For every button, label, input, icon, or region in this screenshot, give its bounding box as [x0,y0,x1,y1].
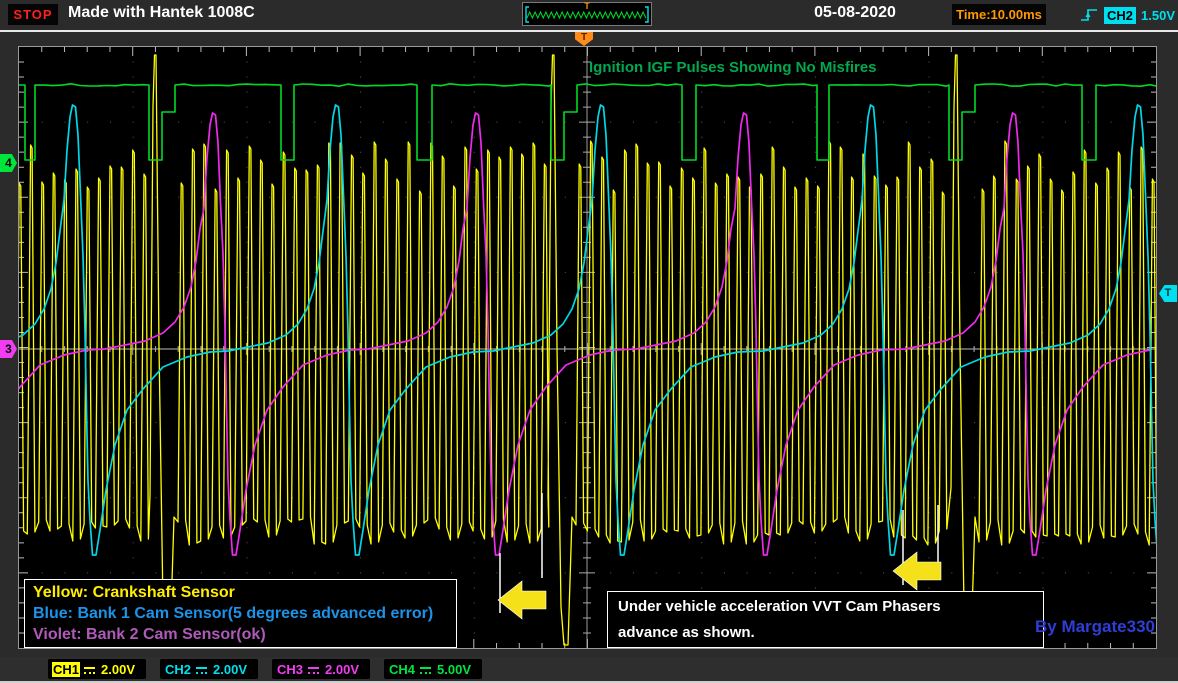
note-line-2: advance as shown. [618,624,755,641]
ch4-zero-marker[interactable]: 4 [0,154,17,172]
ch2-volts-per-div: 2.00V [213,661,247,677]
preview-waveform [525,6,649,23]
timebase-indicator[interactable]: Time:10.00ms [952,4,1046,25]
ch4-coupling-icon [420,667,432,674]
trigger-source-badge[interactable]: CH2 [1104,6,1137,24]
ch3-label: CH3 [277,661,304,677]
waveform-plot-area[interactable]: Ignition IGF Pulses Showing No Misfires … [18,46,1157,649]
ch2-status-box[interactable]: CH2 2.00V [160,659,258,679]
rising-edge-trigger-icon [1081,9,1097,21]
window-title: Made with Hantek 1008C [68,4,255,21]
ch3-status-box[interactable]: CH3 2.00V [272,659,370,679]
ch3-volts-per-div: 2.00V [325,661,359,677]
top-bar: STOP Made with Hantek 1008C T 05-08-2020… [0,0,1178,30]
scope-display-frame: T Ignition IGF Pulses Showing No Misfire… [0,32,1178,657]
ch2-coupling-icon [196,667,208,674]
trigger-position-marker[interactable]: T [575,32,593,46]
ch2-label: CH2 [165,661,192,677]
legend-blue-line: Blue: Bank 1 Cam Sensor(5 degrees advanc… [33,604,434,622]
waveform-canvas [19,47,1156,648]
ch4-status-box[interactable]: CH4 5.00V [384,659,482,679]
acceleration-note-box: Under vehicle acceleration VVT Cam Phase… [607,591,1044,648]
legend-box: Yellow: Crankshaft Sensor Blue: Bank 1 C… [24,579,457,648]
trigger-level-marker[interactable]: T [1159,285,1177,302]
trigger-level-value: 1.50V [1141,7,1175,23]
ch1-volts-per-div: 2.00V [101,661,135,677]
ch3-coupling-icon [308,667,320,674]
igf-annotation: Ignition IGF Pulses Showing No Misfires [589,59,877,76]
ch1-status-box[interactable]: CH1 2.00V [48,659,146,679]
channel-status-bar: CH1 2.00V CH2 2.00V CH3 2.00V CH4 5.00V [0,657,1178,683]
ch4-volts-per-div: 5.00V [437,661,471,677]
ch1-coupling-icon [84,667,96,674]
date-label: 05-08-2020 [814,4,896,21]
legend-yellow-line: Yellow: Crankshaft Sensor [33,583,235,601]
note-line-1: Under vehicle acceleration VVT Cam Phase… [618,598,941,615]
legend-violet-line: Violet: Bank 2 Cam Sensor(ok) [33,625,266,643]
topbar-separator [0,30,1178,32]
credit-label: By Margate330 [1034,617,1155,636]
trigger-preview-window[interactable]: T [522,2,652,26]
trigger-info: CH2 1.50V [1080,3,1175,27]
ch3-zero-marker[interactable]: 3 [0,340,17,358]
preview-trigger-marker: T [584,1,590,11]
ch4-label: CH4 [389,661,416,677]
stop-button[interactable]: STOP [8,4,58,25]
ch1-label: CH1 [52,661,81,677]
